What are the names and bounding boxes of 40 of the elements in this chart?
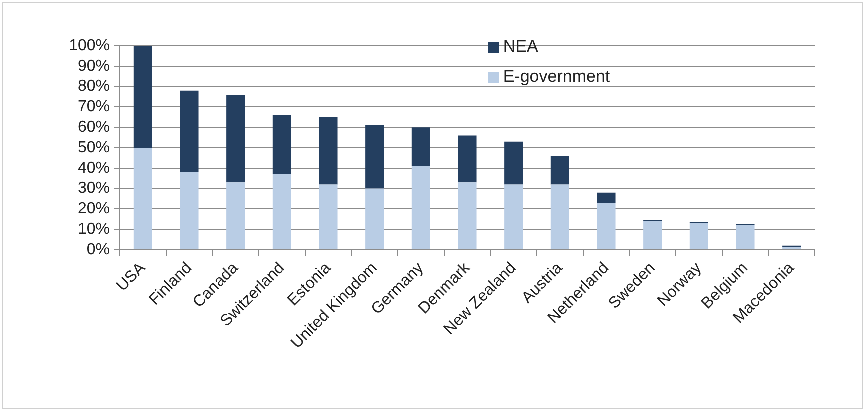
- bar: [504, 142, 524, 185]
- bar: [458, 136, 477, 183]
- bar: [134, 148, 152, 250]
- bar: [597, 203, 616, 250]
- y-tick-label: 40%: [78, 160, 110, 177]
- bar: [412, 128, 430, 166]
- bar: [366, 188, 384, 250]
- bar: [644, 221, 662, 250]
- y-tick-label: 70%: [78, 98, 110, 116]
- bar: [319, 117, 338, 185]
- x-tick-label: USA: [114, 259, 150, 295]
- y-tick-label: 20%: [78, 200, 110, 218]
- bar: [366, 126, 384, 189]
- bar: [550, 156, 570, 185]
- bar: [458, 182, 477, 250]
- y-tick-label: 50%: [78, 139, 110, 156]
- y-tick-label: 90%: [78, 58, 110, 75]
- bar: [597, 192, 616, 204]
- bar: [180, 90, 199, 172]
- bar: [134, 46, 152, 148]
- y-tick-label: 10%: [78, 221, 110, 238]
- y-tick-label: 0%: [86, 241, 110, 258]
- y-tick-label: 60%: [78, 119, 110, 136]
- bar: [272, 174, 292, 250]
- bar: [782, 246, 802, 250]
- bar: [504, 184, 524, 250]
- legend-label: NEA: [503, 37, 538, 57]
- bar: [226, 182, 246, 250]
- bar: [412, 166, 430, 250]
- bar: [272, 115, 292, 175]
- bar: [180, 172, 199, 250]
- y-tick-label: 80%: [78, 78, 110, 96]
- bar: [736, 226, 755, 250]
- bar: [319, 184, 338, 250]
- bar: [550, 184, 570, 250]
- bar: [690, 223, 708, 250]
- y-tick-label: 100%: [69, 37, 110, 54]
- legend-label: E-government: [503, 67, 610, 87]
- bar: [226, 94, 246, 183]
- y-tick-label: 30%: [78, 180, 110, 198]
